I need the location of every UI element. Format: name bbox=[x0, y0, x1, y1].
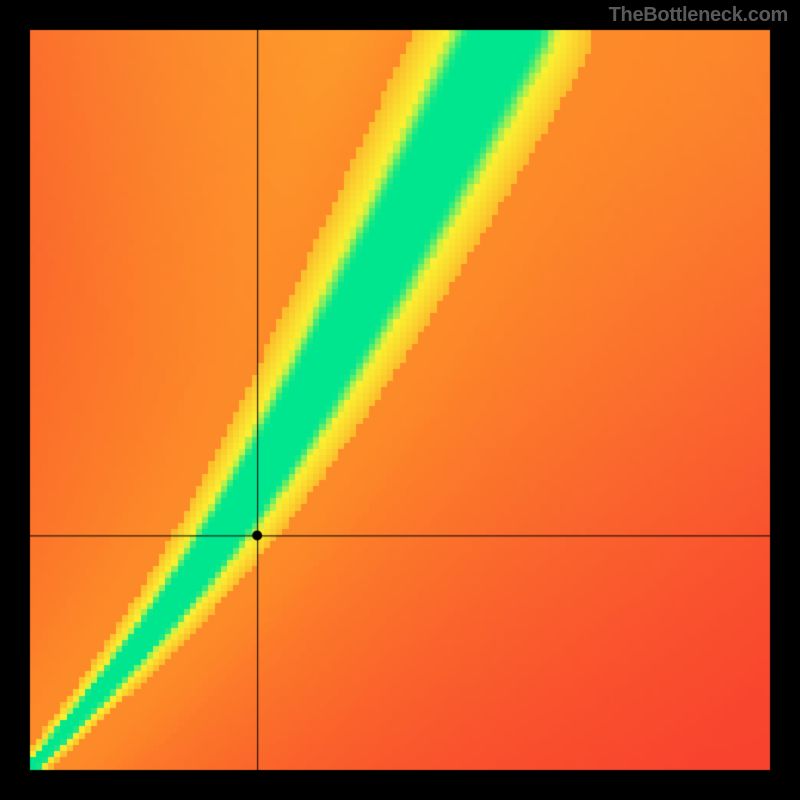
watermark-text: TheBottleneck.com bbox=[609, 4, 788, 27]
heatmap-canvas bbox=[0, 0, 800, 800]
chart-container: TheBottleneck.com bbox=[0, 0, 800, 800]
